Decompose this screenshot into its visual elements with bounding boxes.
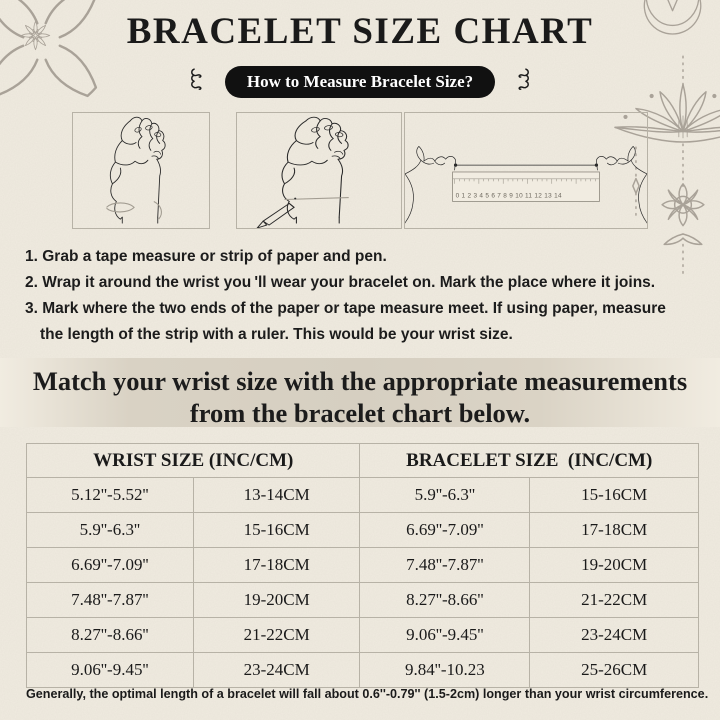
svg-text:0 1 2 3 4 5 6 7 8 9 10 11 12 1: 0 1 2 3 4 5 6 7 8 9 10 11 12 13 14 xyxy=(456,193,562,200)
